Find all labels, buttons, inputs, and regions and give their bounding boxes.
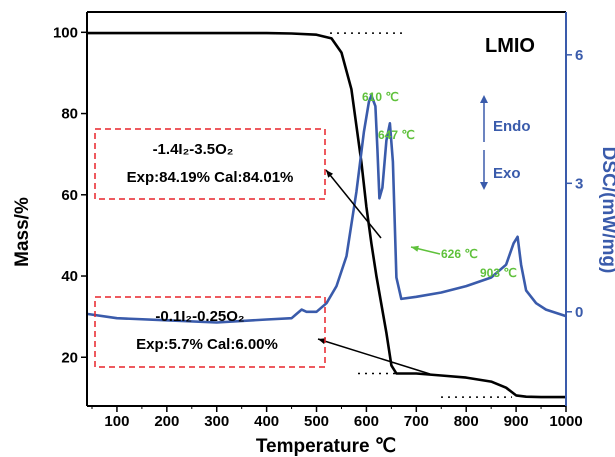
y-right-tick-label-3: 3 xyxy=(575,175,583,192)
y-left-tick-label-40: 40 xyxy=(61,268,78,285)
endo-label: Endo xyxy=(493,118,531,135)
y-left-tick-label-60: 60 xyxy=(61,187,78,204)
peak-label-610: 610 ℃ xyxy=(362,90,399,104)
peak-label-903: 903 ℃ xyxy=(480,266,517,280)
mass-series-line xyxy=(87,31,566,399)
x-tick-label-100: 100 xyxy=(104,413,129,430)
y-left-tick-label-20: 20 xyxy=(61,349,78,366)
x-tick-label-200: 200 xyxy=(154,413,179,430)
annotation-box-main xyxy=(94,128,326,200)
arrow-main-shaft xyxy=(325,169,382,239)
x-tick-label-700: 700 xyxy=(404,413,429,430)
annotation-layer xyxy=(317,169,441,375)
x-tick-label-600: 600 xyxy=(354,413,379,430)
y-axis-right-title: DSC/(mW/mg) xyxy=(598,147,615,274)
endo-exo-arrow xyxy=(480,95,488,190)
axes-layer: 100 200 300 400 500 600 700 800 900 1000204060801… xyxy=(53,11,583,430)
arrow-peak-626-head xyxy=(411,245,419,252)
y-right-tick-label-6: 6 xyxy=(575,47,583,64)
arrow-first-head xyxy=(318,338,326,345)
sample-label: LMIO xyxy=(485,35,535,57)
peak-label-647: 647 ℃ xyxy=(378,128,415,142)
exo-label: Exo xyxy=(493,165,521,182)
annotation-main-formula: -1.4I₂-3.5O₂ xyxy=(153,141,234,158)
x-tick-label-1000: 1000 xyxy=(549,413,582,430)
y-right-tick-label-0: 0 xyxy=(575,304,583,321)
arrow-first-shaft xyxy=(317,338,431,375)
x-tick-label-800: 800 xyxy=(454,413,479,430)
y-axis-left-title: Mass/% xyxy=(12,197,33,267)
y-left-tick-label-80: 80 xyxy=(61,106,78,123)
x-tick-label-400: 400 xyxy=(254,413,279,430)
x-tick-label-300: 300 xyxy=(204,413,229,430)
annotation-main-values: Exp:84.19% Cal:84.01% xyxy=(127,169,294,186)
dsc-series-line xyxy=(86,94,567,324)
annotation-first-values: Exp:5.7% Cal:6.00% xyxy=(136,336,278,353)
arrow-main-head xyxy=(326,170,334,178)
reference-lines xyxy=(330,32,512,398)
x-tick-label-500: 500 xyxy=(304,413,329,430)
annotation-first-formula: -0.1I₂-0.25O₂ xyxy=(155,308,244,325)
series-layer xyxy=(86,31,567,399)
x-tick-label-900: 900 xyxy=(504,413,529,430)
annotation-box-first xyxy=(94,296,326,368)
x-axis-title: Temperature ℃ xyxy=(256,436,396,457)
y-left-tick-label-100: 100 xyxy=(53,24,78,41)
peak-label-626: 626 ℃ xyxy=(441,247,478,261)
